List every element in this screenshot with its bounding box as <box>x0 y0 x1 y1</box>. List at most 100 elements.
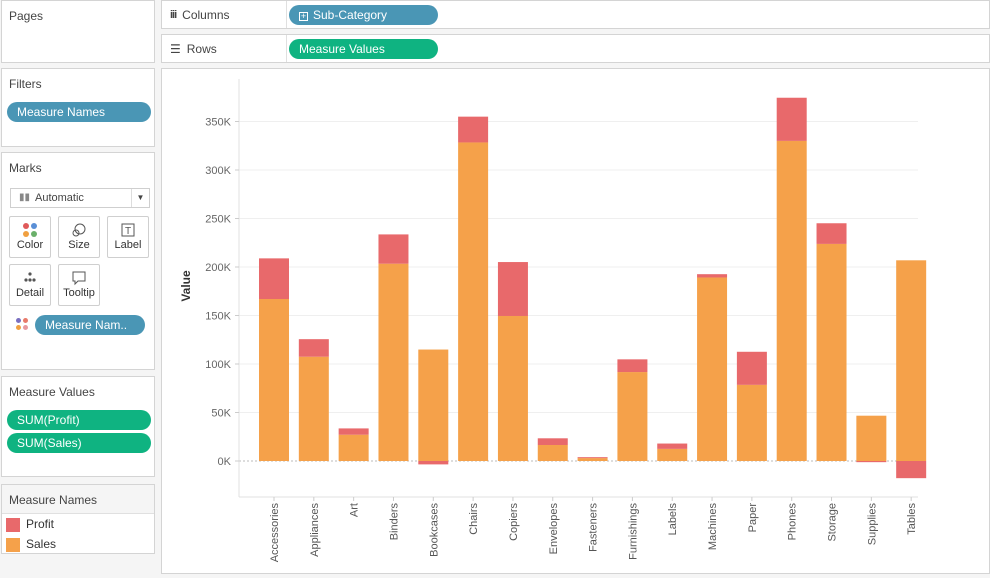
bar-profit <box>378 234 409 264</box>
y-axis-title: Value <box>179 270 193 302</box>
mark-type-label: Automatic <box>35 192 84 204</box>
detail-button[interactable]: Detail <box>9 264 51 306</box>
size-button[interactable]: Size <box>58 216 100 258</box>
size-icon <box>59 217 99 239</box>
x-tick-label: Supplies <box>866 503 878 546</box>
filters-panel[interactable]: Filters Measure Names <box>1 68 155 147</box>
bar-chart-icon: ▮▮ <box>19 192 31 203</box>
x-tick-label: Fasteners <box>588 503 600 552</box>
legend-swatch-sales <box>6 538 20 552</box>
columns-shelf-label: iii Columns <box>170 1 230 28</box>
rows-pill-measure-values[interactable]: Measure Values <box>289 39 438 59</box>
bar-profit <box>617 359 648 373</box>
color-icon <box>10 217 50 239</box>
x-tick-label: Paper <box>747 503 759 533</box>
mark-type-dropdown[interactable]: ▮▮ Automatic ▼ <box>10 188 150 208</box>
grid-lines <box>239 121 918 462</box>
x-tick-label: Labels <box>667 503 679 536</box>
filters-title: Filters <box>9 77 42 91</box>
y-tick-label: 350K <box>205 117 231 129</box>
y-tick-label: 150K <box>205 311 231 323</box>
columns-shelf[interactable]: iii Columns + Sub-Category <box>161 0 990 29</box>
bar-sales <box>657 448 688 461</box>
y-tick-label: 50K <box>211 408 231 420</box>
color-encoding-icon <box>15 317 29 336</box>
pages-title: Pages <box>9 9 44 23</box>
rows-icon: ☰ <box>170 41 181 56</box>
bar-sales <box>617 372 648 461</box>
bar-sales <box>577 458 608 461</box>
legend-label-sales: Sales <box>26 537 57 551</box>
measure-pill-sales[interactable]: SUM(Sales) <box>7 433 151 453</box>
measure-pill-profit[interactable]: SUM(Profit) <box>7 410 151 430</box>
bar-sales <box>298 356 329 461</box>
y-tick-label: 0K <box>218 456 232 468</box>
expand-plus-icon: + <box>299 11 308 21</box>
bar-sales <box>896 260 927 461</box>
bar-profit <box>856 461 887 463</box>
tooltip-button[interactable]: Tooltip <box>58 264 100 306</box>
x-tick-label: Furnishings <box>627 503 639 560</box>
columns-label-text: Columns <box>182 7 230 22</box>
bar-sales <box>378 263 409 461</box>
pages-panel[interactable]: Pages <box>1 0 155 63</box>
bar-profit <box>338 428 369 435</box>
x-tick-label: Envelopes <box>548 503 560 555</box>
bar-profit <box>458 116 489 143</box>
legend-header: Measure Names <box>2 485 154 514</box>
bar-profit <box>657 443 688 449</box>
x-tick-label: Art <box>349 503 361 517</box>
bars <box>259 97 927 479</box>
bar-profit <box>259 258 289 300</box>
bar-sales <box>856 415 887 461</box>
bar-profit <box>497 262 528 316</box>
bar-sales <box>697 277 728 461</box>
x-tick-label: Phones <box>787 503 799 541</box>
bar-profit <box>736 351 767 385</box>
bar-sales <box>418 349 449 461</box>
color-button[interactable]: Color <box>9 216 51 258</box>
y-axis: 0K 50K 100K 150K 200K 250K 300K 350K <box>205 79 240 497</box>
color-pill-measure-names[interactable]: Measure Nam.. <box>35 315 145 335</box>
columns-pill-sub-category[interactable]: + Sub-Category <box>289 5 438 25</box>
svg-text:T: T <box>125 226 131 237</box>
bar-profit <box>577 457 608 459</box>
bar-profit <box>697 274 728 278</box>
y-tick-label: 300K <box>205 165 231 177</box>
x-axis: Accessories Appliances Art Binders Bookcases… <box>239 496 918 562</box>
bar-profit <box>418 461 449 465</box>
legend-title: Measure Names <box>9 493 98 507</box>
x-tick-label: Machines <box>707 503 719 551</box>
tooltip-icon <box>59 265 99 287</box>
bar-sales <box>458 142 489 461</box>
x-tick-label: Appliances <box>309 503 321 557</box>
measure-values-title: Measure Values <box>9 385 95 399</box>
bar-chart: 0K 50K 100K 150K 200K 250K 300K 350K Accessorie… <box>179 79 927 562</box>
legend-panel: Measure Names Profit Sales <box>1 484 155 554</box>
columns-pill-text: Sub-Category <box>313 8 388 22</box>
x-tick-label: Tables <box>906 503 918 535</box>
filter-pill-measure-names[interactable]: Measure Names <box>7 102 151 122</box>
size-label: Size <box>68 239 90 251</box>
bar-profit <box>816 223 847 244</box>
x-tick-label: Binders <box>388 503 400 541</box>
bar-sales <box>338 434 369 461</box>
legend-label-profit: Profit <box>26 517 55 531</box>
label-button[interactable]: T Label <box>107 216 149 258</box>
bar-profit <box>896 461 927 479</box>
rows-divider <box>286 35 287 62</box>
x-tick-label: Chairs <box>468 503 480 535</box>
bar-profit <box>298 339 329 357</box>
x-tick-label: Copiers <box>508 503 520 541</box>
marks-panel: Marks ▮▮ Automatic ▼ Color Size T Label … <box>1 152 155 370</box>
rows-shelf-label: ☰ Rows <box>170 35 217 62</box>
detail-label: Detail <box>15 287 45 299</box>
x-tick-label: Storage <box>827 503 839 542</box>
text-icon: T <box>108 217 148 239</box>
bar-sales <box>537 444 568 461</box>
marks-title: Marks <box>9 161 42 175</box>
chart-area[interactable]: 0K 50K 100K 150K 200K 250K 300K 350K Accessorie… <box>161 68 990 574</box>
rows-label-text: Rows <box>186 41 217 56</box>
bar-profit <box>776 97 807 141</box>
rows-shelf[interactable]: ☰ Rows Measure Values <box>161 34 990 63</box>
